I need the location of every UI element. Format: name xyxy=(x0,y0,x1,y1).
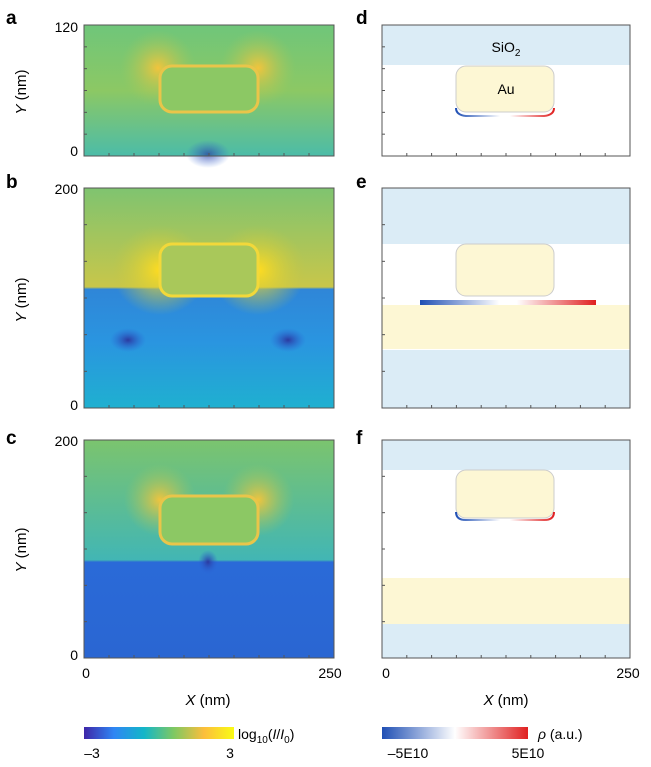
x-tick-min-f: 0 xyxy=(382,665,390,681)
sio2-label: SiO2 xyxy=(492,39,521,59)
y-tick-max-b: 200 xyxy=(55,181,79,197)
colorbar-left-max: 3 xyxy=(226,745,234,761)
y-tick-max-c: 200 xyxy=(55,433,79,449)
sio2-top-f xyxy=(382,440,630,470)
y-tick-min-c: 0 xyxy=(70,647,78,663)
au-particle-a xyxy=(158,64,260,114)
bottom-spot-a xyxy=(186,140,230,168)
au-label: Au xyxy=(497,81,514,97)
x-axis-label-right: X (nm) xyxy=(482,692,528,709)
charge-edge-f xyxy=(455,511,555,521)
sio2-bottom-f xyxy=(382,624,630,658)
field-map-b xyxy=(84,188,334,408)
panel-letter-d: d xyxy=(356,8,368,29)
panel-c: c 200 0 0 250 X (nm) xyxy=(6,428,342,709)
panel-letter-e: e xyxy=(356,172,367,193)
colorbar-right-min: –5E10 xyxy=(388,745,429,761)
panel-a: a 120 0 xyxy=(6,8,335,168)
panel-d: d SiO2 Au xyxy=(356,8,631,157)
x-tick-max-f: 250 xyxy=(616,665,640,681)
charge-edge-d xyxy=(455,107,555,117)
colorbar-right-label: ρ (a.u.) xyxy=(537,726,583,742)
dark-spot-left-b xyxy=(110,328,146,352)
dark-spot-right-b xyxy=(270,328,306,352)
au-particle-d xyxy=(455,65,555,113)
gap-spot-c xyxy=(198,550,218,574)
field-map-c xyxy=(84,440,334,658)
tick-marks xyxy=(84,46,606,658)
colorbar-left-min: –3 xyxy=(84,745,100,761)
au-particle-c xyxy=(158,494,260,546)
y-tick-min-a: 0 xyxy=(70,143,78,159)
colorbar-left: log10(I/I0) –3 3 xyxy=(84,726,294,761)
panel-f: f 0 250 X (nm) xyxy=(356,428,640,709)
au-film-e xyxy=(382,305,630,349)
colorbar-right: ρ (a.u.) –5E10 5E10 xyxy=(382,726,583,761)
y-axis-label-a: Y (nm) xyxy=(13,69,30,114)
sio2-bottom-e xyxy=(382,350,630,408)
panel-letter-a: a xyxy=(6,8,17,29)
y-axis-label-b: Y (nm) xyxy=(13,277,30,322)
colorbar-left-gradient xyxy=(84,727,234,739)
y-axis-label-c: Y (nm) xyxy=(13,527,30,572)
colorbar-right-gradient xyxy=(382,727,528,739)
charge-strip-e xyxy=(420,300,596,305)
panel-letter-f: f xyxy=(356,428,363,449)
au-film-f xyxy=(382,578,630,624)
colorbar-left-label: log10(I/I0) xyxy=(238,726,294,746)
panel-letter-b: b xyxy=(6,172,18,193)
sio2-top-e xyxy=(382,188,630,244)
panel-e: e xyxy=(356,172,631,409)
y-tick-min-b: 0 xyxy=(70,397,78,413)
panel-b: b 200 0 xyxy=(6,172,335,413)
panel-letter-c: c xyxy=(6,428,17,449)
x-axis-label-left: X (nm) xyxy=(184,692,230,709)
y-tick-max-a: 120 xyxy=(55,19,79,35)
au-particle-b xyxy=(158,242,260,298)
au-particle-f xyxy=(455,469,555,519)
x-tick-max-c: 250 xyxy=(318,665,342,681)
colorbar-right-max: 5E10 xyxy=(512,745,545,761)
sio2-layer-d xyxy=(382,25,630,65)
au-particle-e xyxy=(455,243,555,297)
x-tick-min-c: 0 xyxy=(82,665,90,681)
